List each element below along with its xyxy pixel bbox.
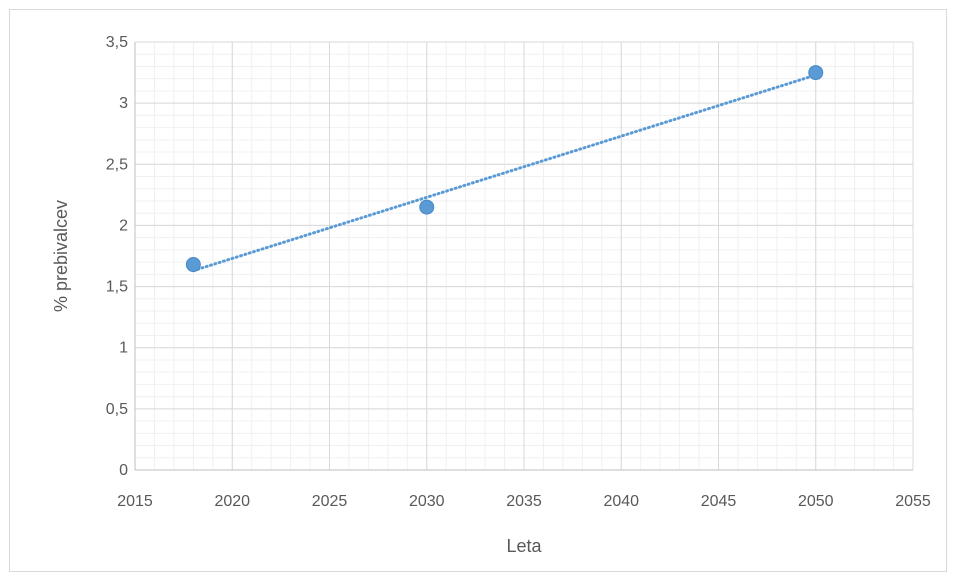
y-tick-label: 0,5 [106, 401, 128, 418]
linear-trendline [191, 73, 818, 273]
x-tick-label: 2045 [701, 493, 737, 510]
major-gridlines [134, 41, 914, 471]
y-tick-label: 3,5 [106, 34, 128, 51]
y-tick-label: 1,5 [106, 279, 128, 296]
y-axis-ticks: 0 0,5 1 1,5 2 2,5 3 3,5 [106, 34, 128, 479]
x-tick-label: 2015 [117, 493, 153, 510]
y-tick-label: 1 [119, 340, 128, 357]
data-points [185, 65, 824, 273]
trendline-layer [191, 73, 818, 273]
x-tick-label: 2040 [603, 493, 639, 510]
y-tick-label: 2,5 [106, 156, 128, 173]
x-tick-label: 2020 [214, 493, 250, 510]
data-point [808, 65, 824, 81]
y-tick-label: 3 [119, 95, 128, 112]
x-tick-label: 2050 [798, 493, 834, 510]
x-tick-label: 2035 [506, 493, 542, 510]
data-point [419, 199, 435, 215]
y-axis-title: % prebivalcev [51, 200, 71, 312]
x-axis-ticks: 2015 2020 2025 2030 2035 2040 2045 2050 2055 [117, 493, 931, 510]
x-tick-label: 2030 [409, 493, 445, 510]
x-axis-title: Leta [506, 536, 542, 556]
y-tick-label: 2 [119, 217, 128, 234]
y-tick-label: 0 [119, 462, 128, 479]
data-point [185, 257, 201, 273]
x-tick-label: 2055 [895, 493, 931, 510]
x-tick-label: 2025 [312, 493, 348, 510]
